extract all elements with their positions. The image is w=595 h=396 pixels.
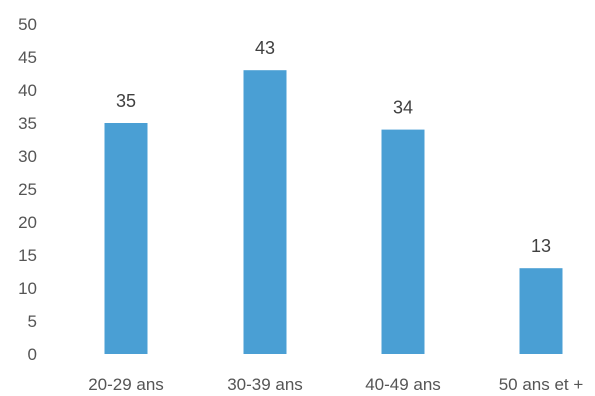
y-axis: 0 5 10 15 20 25 30 35 40 45 50: [18, 15, 37, 364]
y-tick-label: 40: [18, 81, 37, 100]
bar-value-label: 35: [116, 91, 136, 111]
bar-value-label: 34: [393, 98, 413, 118]
bar-value-label: 43: [255, 38, 275, 58]
bar: [104, 123, 148, 354]
data-labels: 35 43 34 13: [116, 38, 551, 256]
y-tick-label: 0: [28, 345, 37, 364]
x-category-label: 50 ans et +: [499, 375, 584, 394]
y-tick-label: 50: [18, 15, 37, 34]
y-tick-label: 15: [18, 246, 37, 265]
y-tick-label: 5: [28, 312, 37, 331]
y-tick-label: 45: [18, 48, 37, 67]
y-tick-label: 25: [18, 180, 37, 199]
y-tick-label: 35: [18, 114, 37, 133]
bar-value-label: 13: [531, 236, 551, 256]
x-category-label: 30-39 ans: [227, 375, 303, 394]
x-category-label: 40-49 ans: [365, 375, 441, 394]
x-category-label: 20-29 ans: [88, 375, 164, 394]
bar: [381, 129, 425, 354]
bar: [243, 70, 287, 354]
bar: [519, 268, 563, 354]
bar-series: [104, 70, 563, 354]
y-tick-label: 10: [18, 279, 37, 298]
x-axis: 20-29 ans 30-39 ans 40-49 ans 50 ans et +: [88, 375, 583, 394]
y-tick-label: 30: [18, 147, 37, 166]
y-tick-label: 20: [18, 213, 37, 232]
